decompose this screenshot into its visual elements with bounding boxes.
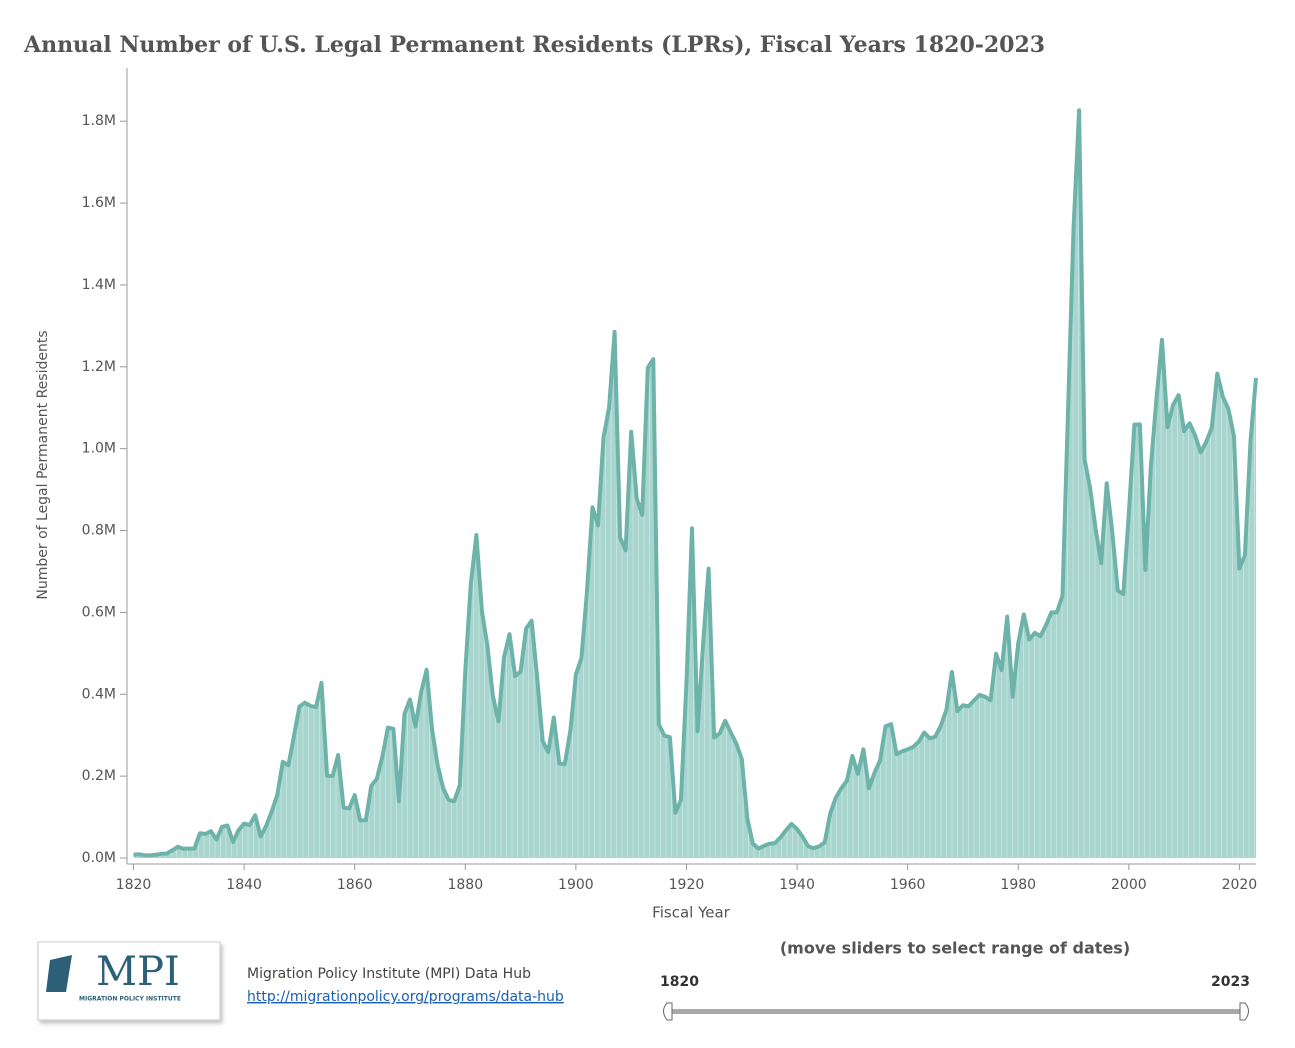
logo-icon (46, 955, 72, 992)
x-tick-label: 1820 (116, 877, 152, 893)
y-tick-label: 1.4M (82, 277, 116, 293)
y-tick-label: 0.2M (82, 768, 116, 784)
x-tick-label: 1860 (337, 877, 373, 893)
y-tick-label: 0.4M (82, 686, 116, 702)
y-tick-label: 1.8M (82, 113, 116, 129)
x-axis-label: Fiscal Year (652, 904, 730, 922)
logo-text: MPI (96, 949, 180, 995)
x-tick-label: 2000 (1111, 877, 1147, 893)
x-tick-label: 1920 (669, 877, 705, 893)
source-text: Migration Policy Institute (MPI) Data Hu… (247, 966, 531, 982)
slider-end-handle[interactable] (1239, 1002, 1249, 1021)
y-tick-label: 0.6M (82, 604, 116, 620)
range-slider: (move sliders to select range of dates) … (660, 939, 1250, 1021)
y-tick-label: 0.8M (82, 523, 116, 539)
chart-title: Annual Number of U.S. Legal Permanent Re… (23, 32, 1045, 58)
slider-start-label: 1820 (660, 974, 699, 990)
slider-start-handle[interactable] (663, 1002, 673, 1021)
logo-subtitle: MIGRATION POLICY INSTITUTE (79, 996, 181, 1003)
x-tick-label: 1900 (558, 877, 594, 893)
line (133, 108, 1258, 858)
plot-area (133, 108, 1258, 859)
x-tick-label: 1880 (447, 877, 483, 893)
slider-track (667, 1009, 1245, 1014)
y-tick-label: 1.6M (82, 195, 116, 211)
x-tick-label: 1980 (1000, 877, 1036, 893)
slider-end-label: 2023 (1211, 974, 1250, 990)
y-tick-label: 1.2M (82, 359, 116, 375)
x-tick-label: 1960 (890, 877, 926, 893)
footer: MPI MIGRATION POLICY INSTITUTE Migration… (37, 941, 564, 1021)
x-tick-label: 2020 (1222, 877, 1258, 893)
source-link[interactable]: http://migrationpolicy.org/programs/data… (247, 989, 564, 1005)
logo-box (37, 941, 221, 1021)
area (133, 110, 1256, 859)
y-axis-label: Number of Legal Permanent Residents (35, 330, 51, 599)
x-tick-label: 1840 (226, 877, 262, 893)
y-tick-label: 1.0M (82, 441, 116, 457)
slider-instruction: (move sliders to select range of dates) (780, 939, 1130, 958)
x-tick-label: 1940 (779, 877, 815, 893)
y-tick-label: 0.0M (82, 850, 116, 866)
